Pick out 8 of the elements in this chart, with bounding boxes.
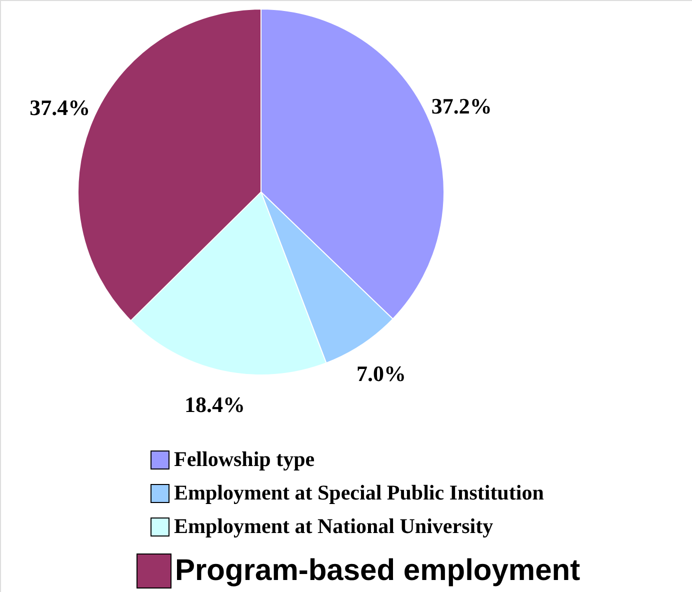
data-label: 37.4%: [30, 94, 90, 120]
data-label: 18.4%: [184, 392, 246, 418]
legend-label: Fellowship type: [174, 447, 315, 471]
legend-label: Employment at Special Public Institution: [174, 480, 544, 504]
data-label: 7.0%: [356, 360, 406, 386]
data-label: 37.2%: [431, 94, 492, 119]
legend-label: Program-based employment: [175, 554, 580, 587]
legend-label: Employment at National University: [174, 514, 494, 538]
